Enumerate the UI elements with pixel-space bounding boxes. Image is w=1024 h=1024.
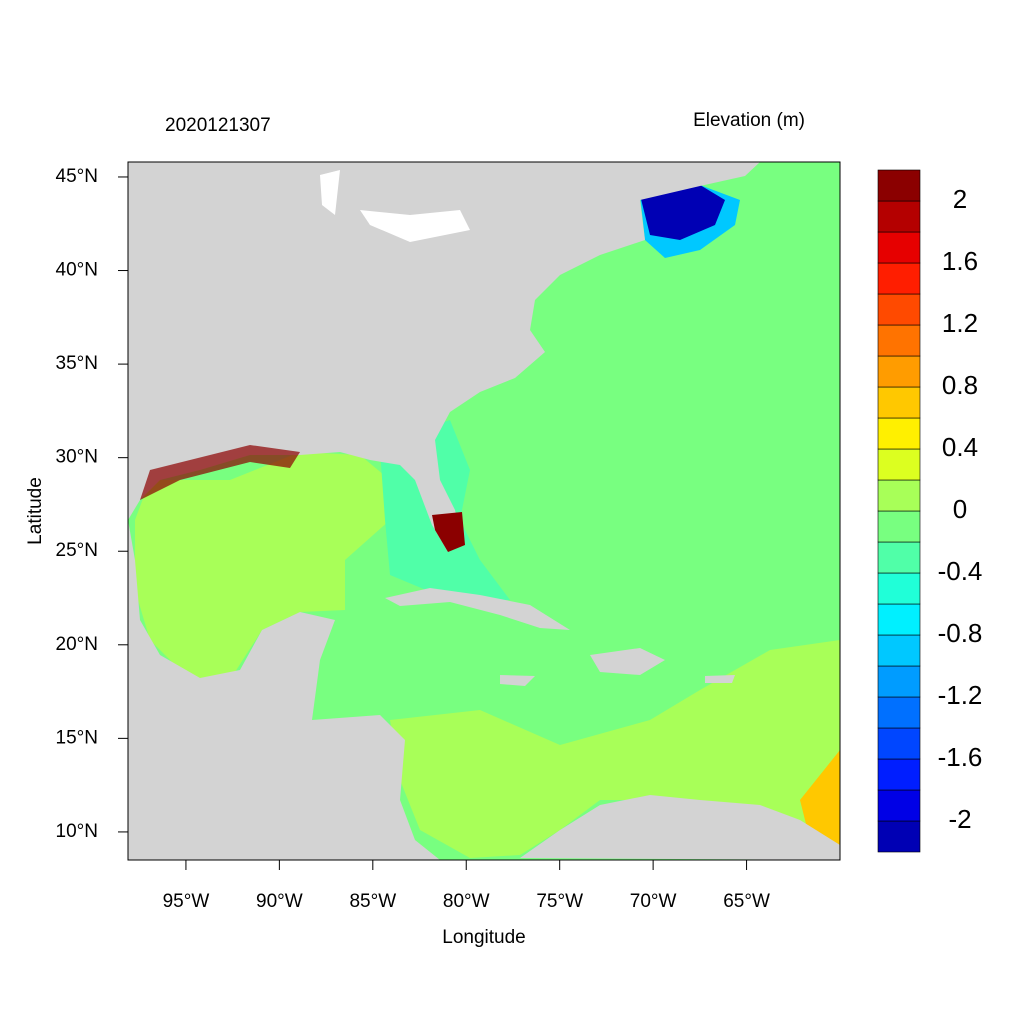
colorbar-band (877, 355, 921, 388)
colorbar-band (877, 572, 921, 605)
colorbar-label: -1.2 (938, 680, 983, 710)
y-tick-label: 40°N (56, 260, 98, 281)
x-tick-label: 85°W (349, 891, 396, 912)
colorbar-band (877, 758, 921, 791)
colorbar-band (877, 417, 921, 450)
colorbar-band (877, 510, 921, 543)
colorbar-band (877, 820, 921, 853)
plot-frame (127, 161, 841, 861)
colorbar-label: -1.6 (938, 742, 983, 772)
great-lakes (320, 170, 470, 242)
x-axis-label: Longitude (442, 927, 525, 948)
colorbar-band (877, 231, 921, 264)
south-america (520, 795, 840, 860)
colorbar-title: Elevation (m) (693, 110, 805, 131)
colorbar-label: 0.8 (942, 370, 978, 400)
y-tick-label: 10°N (56, 821, 98, 842)
colorbar-band (877, 386, 921, 419)
jamaica (500, 675, 535, 686)
y-axis-label: Latitude (25, 477, 46, 545)
colorbar-band (877, 324, 921, 357)
x-tick-label: 80°W (443, 891, 490, 912)
y-tick-label: 30°N (56, 447, 98, 468)
colorbar-band (877, 169, 921, 202)
map-area (127, 161, 841, 861)
x-tick-label: 65°W (723, 891, 770, 912)
colorbar-label: 0 (953, 494, 967, 524)
x-tick-label: 70°W (630, 891, 677, 912)
y-tick-label: 20°N (56, 634, 98, 655)
y-tick-label: 35°N (56, 353, 98, 374)
colorbar-label: 2 (953, 184, 967, 214)
colorbar-label: -0.8 (938, 618, 983, 648)
gulf-zone (135, 452, 390, 680)
central-america (128, 520, 440, 860)
colorbar-band (877, 696, 921, 729)
gulf-coast-surge (140, 445, 300, 500)
x-tick-label: 95°W (163, 891, 210, 912)
colorbar-band (877, 727, 921, 760)
colorbar-band (877, 479, 921, 512)
colorbar-band (877, 262, 921, 295)
colorbar-band (877, 200, 921, 233)
colorbar-band (877, 293, 921, 326)
x-tick-label: 90°W (256, 891, 303, 912)
y-tick-label: 15°N (56, 727, 98, 748)
colorbar-label: -0.4 (938, 556, 983, 586)
colorbar-band (877, 634, 921, 667)
puerto-rico (705, 675, 735, 683)
colorbar-band (877, 665, 921, 698)
x-tick-label: 75°W (536, 891, 583, 912)
colorbar-band (877, 448, 921, 481)
cuba (385, 588, 570, 630)
colorbar-band (877, 603, 921, 636)
colorbar-band (877, 789, 921, 822)
colorbar-label: -2 (948, 804, 971, 834)
map-title: 2020121307 (165, 115, 271, 136)
y-tick-label: 45°N (56, 166, 98, 187)
hispaniola (590, 648, 665, 675)
colorbar-band (877, 541, 921, 574)
colorbar-label: 1.2 (942, 308, 978, 338)
y-tick-label: 25°N (56, 540, 98, 561)
maine-inner (640, 185, 725, 240)
florida-surge (432, 512, 465, 552)
colorbar-label: 1.6 (942, 246, 978, 276)
colorbar-label: 0.4 (942, 432, 978, 462)
